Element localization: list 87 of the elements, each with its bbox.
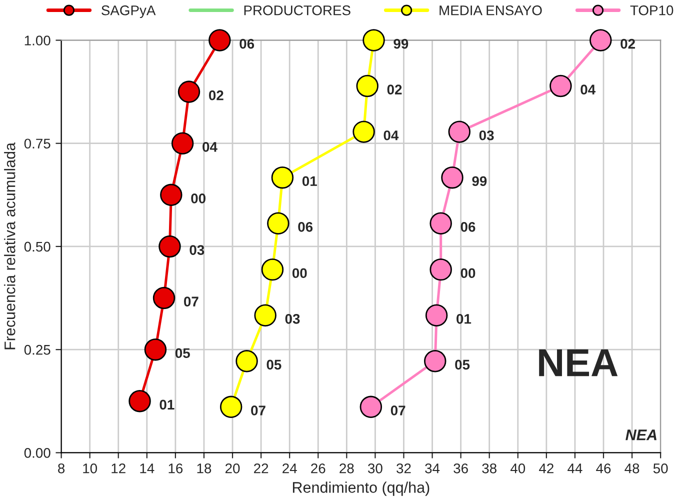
point [424, 350, 446, 372]
annotation: 00 [460, 268, 476, 278]
x-tick-label: 42 [539, 463, 554, 474]
y-tick-label: 1.00 [24, 36, 50, 46]
x-tick-label: 20 [225, 463, 240, 474]
annotation: 02 [620, 38, 635, 49]
annotation: 05 [175, 348, 190, 358]
y-tick-label: 0.00 [24, 448, 50, 458]
point [448, 120, 470, 143]
point [360, 396, 382, 418]
point [152, 286, 176, 310]
annotation: 00 [191, 194, 206, 204]
x-tick-label: 40 [510, 463, 526, 474]
annotation: 03 [190, 245, 204, 255]
annotation: 03 [479, 130, 494, 140]
point [267, 212, 290, 234]
x-tick-label: 28 [340, 463, 354, 474]
y-tick-label: 0.25 [24, 344, 50, 355]
x-tick-label: 24 [282, 463, 297, 474]
point [590, 29, 612, 52]
point [352, 120, 375, 143]
annotation: 06 [240, 38, 254, 49]
x-tick-label: 14 [140, 464, 154, 474]
y-tick-label: 0.75 [24, 138, 50, 149]
x-tick-label: 34 [425, 463, 440, 474]
point [271, 166, 294, 189]
x-axis-title: Rendimiento (qq/ha) [292, 482, 430, 496]
legend-label: TOP10 [630, 5, 674, 16]
annotation: 02 [208, 90, 224, 100]
legend-label: SAGPyA [102, 5, 156, 18]
annotation: 04 [202, 142, 218, 152]
legend-label: MEDIA ENSAYO [440, 5, 542, 16]
annotation: NEA [539, 349, 618, 376]
x-tick-label: 36 [454, 463, 468, 474]
annotation: 07 [390, 406, 406, 416]
x-tick-label: 32 [396, 463, 411, 474]
point [144, 338, 167, 361]
point [236, 350, 258, 372]
point [128, 390, 151, 412]
x-tick-label: 12 [112, 463, 126, 474]
x-tick-label: 44 [568, 464, 582, 474]
x-tick-label: 16 [168, 463, 183, 474]
point [356, 74, 378, 98]
annotation: 01 [456, 314, 472, 324]
annotation: 00 [292, 268, 307, 278]
annotation: 04 [384, 130, 399, 140]
point [160, 184, 182, 206]
annotation: 02 [387, 84, 402, 94]
y-axis-title: Frecuencia relativa acumulada [4, 142, 16, 350]
y-tick-label: 0.50 [24, 242, 50, 252]
x-tick-label: 10 [83, 463, 98, 474]
point [425, 304, 448, 326]
legend-label: PRODUCTORES [244, 5, 350, 16]
x-tick-label: 22 [254, 463, 268, 474]
annotation: 03 [285, 314, 300, 324]
annotation: 05 [266, 360, 282, 370]
point [430, 212, 452, 234]
x-tick-label: 50 [653, 463, 668, 474]
point [550, 74, 572, 98]
x-tick-label: 38 [482, 463, 496, 474]
x-tick-label: 30 [368, 463, 382, 474]
annotation: 01 [160, 400, 174, 410]
point [261, 258, 284, 281]
x-tick-label: 18 [197, 463, 212, 474]
point [220, 396, 242, 418]
annotation: 07 [184, 296, 198, 306]
annotation: 99 [472, 176, 487, 186]
annotation: 06 [298, 222, 313, 232]
point [208, 29, 231, 52]
point [441, 166, 464, 189]
annotation: 06 [460, 222, 476, 232]
point [178, 80, 200, 103]
annotation: 99 [394, 38, 408, 49]
x-tick-label: 46 [596, 463, 611, 474]
x-tick-label: 26 [311, 463, 326, 474]
point [362, 29, 385, 52]
annotation: 05 [455, 360, 470, 370]
annotation: NEA [626, 430, 656, 440]
annotation: 07 [251, 406, 266, 416]
point [254, 304, 276, 326]
point [171, 132, 194, 154]
x-tick-label: 8 [58, 463, 65, 474]
x-tick-label: 48 [624, 463, 640, 474]
annotation: 04 [580, 84, 596, 94]
point [430, 258, 452, 281]
annotation: 01 [302, 176, 317, 186]
point [158, 235, 181, 258]
